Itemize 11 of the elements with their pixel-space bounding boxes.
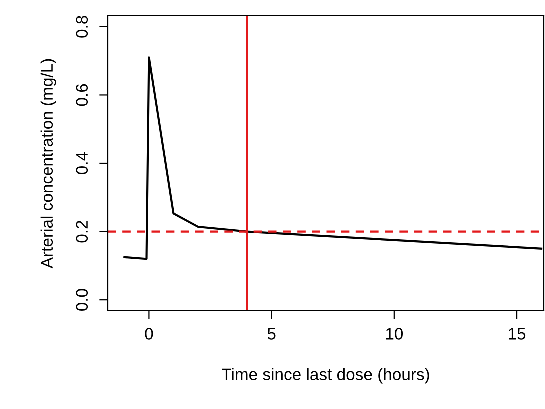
x-axis-title: Time since last dose (hours) — [222, 368, 430, 384]
y-axis-title: Arterial concentration (mg/L) — [40, 59, 56, 269]
y-tick-label: 0.0 — [76, 289, 88, 312]
y-tick-label: 0.2 — [76, 221, 88, 243]
x-tick-label: 5 — [268, 328, 276, 340]
x-tick-label: 10 — [386, 328, 404, 340]
x-tick-label: 15 — [509, 328, 526, 340]
y-tick-label: 0.8 — [76, 16, 88, 38]
y-tick-label: 0.6 — [76, 84, 88, 106]
x-tick-label: 0 — [145, 328, 154, 340]
y-tick-label: 0.4 — [76, 152, 88, 174]
